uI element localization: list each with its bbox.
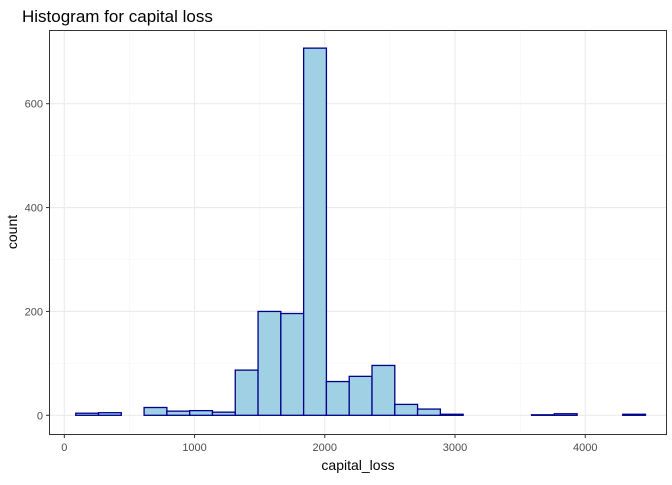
- histogram-bar: [189, 409, 214, 416]
- x-tick-label: 1000: [182, 442, 206, 454]
- histogram-bar: [530, 414, 555, 416]
- histogram-bar: [302, 47, 328, 416]
- histogram-bar: [97, 412, 122, 416]
- histogram-bar: [234, 369, 259, 416]
- histogram-bar: [394, 403, 419, 416]
- histogram-bar: [348, 375, 373, 416]
- histogram-bar: [553, 413, 578, 416]
- histogram-bar: [622, 413, 647, 416]
- histogram-bar: [257, 310, 282, 416]
- panel-border: [49, 30, 667, 435]
- x-tick-label: 2000: [313, 442, 337, 454]
- histogram-bar: [143, 406, 168, 416]
- x-axis-label: capital_loss: [321, 457, 394, 473]
- y-tick-label: 600: [25, 99, 43, 111]
- histogram-bar: [416, 408, 442, 416]
- histogram-bar: [371, 364, 396, 416]
- histogram-bar: [325, 380, 350, 416]
- histogram-bar: [166, 410, 191, 416]
- y-tick-label: 0: [37, 410, 43, 422]
- x-tick-label: 0: [61, 442, 67, 454]
- histogram-bars: [75, 47, 647, 416]
- x-axis-ticks: 0 1000 2000 3000 4000: [61, 434, 597, 454]
- histogram-bar: [280, 312, 305, 416]
- chart-title: Histogram for capital loss: [22, 7, 213, 26]
- histogram-bar: [439, 413, 464, 416]
- x-tick-label: 3000: [443, 442, 467, 454]
- y-axis-label: count: [4, 215, 20, 249]
- histogram-bar: [211, 411, 236, 416]
- y-tick-label: 200: [25, 306, 43, 318]
- y-axis-ticks: 0 200 400 600: [25, 99, 50, 422]
- x-tick-label: 4000: [573, 442, 597, 454]
- histogram-bar: [75, 412, 100, 416]
- y-tick-label: 400: [25, 203, 43, 215]
